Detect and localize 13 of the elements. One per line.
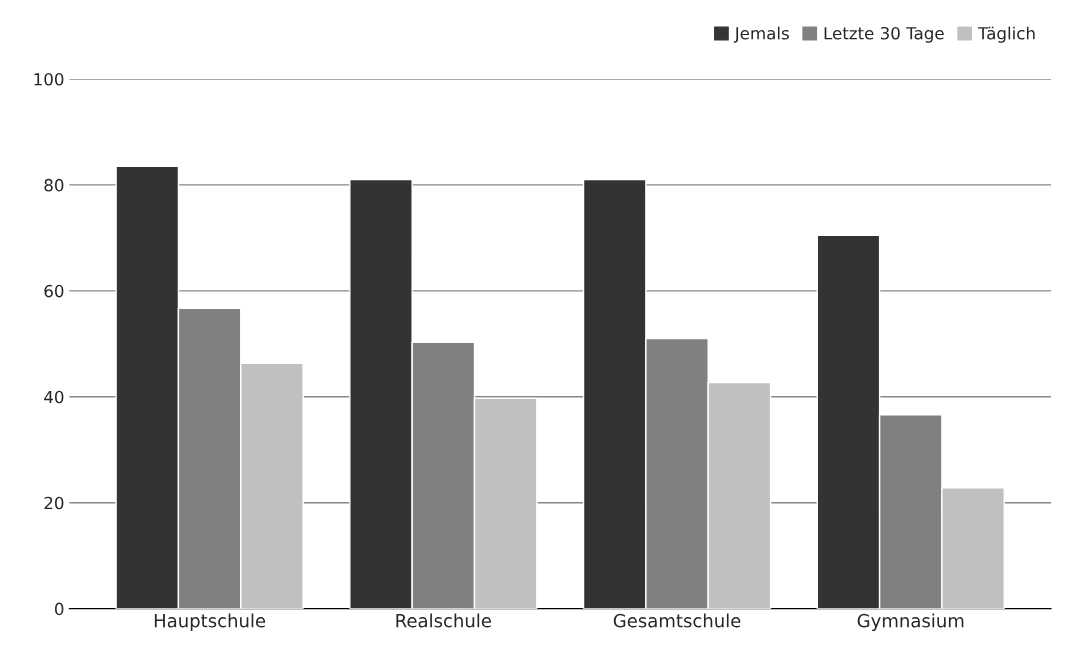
- x-tick-label: Gymnasium: [857, 613, 964, 631]
- legend-label: Letzte 30 Tage: [824, 26, 944, 43]
- y-tick-label: 100: [34, 72, 64, 86]
- y-tick-label: 40: [44, 390, 64, 404]
- x-tick-label: Realschule: [396, 613, 491, 628]
- x-tick-label: Hauptschule: [154, 613, 266, 631]
- legend-label: Täglich: [977, 26, 1035, 43]
- y-tick-label: 20: [44, 496, 64, 510]
- y-tick-label: 80: [44, 178, 64, 192]
- legend-label: Jemals: [733, 26, 789, 43]
- y-tick-label: 60: [44, 284, 64, 298]
- x-tick-label: Gesamtschule: [613, 613, 741, 628]
- y-tick-label: 0: [54, 602, 64, 616]
